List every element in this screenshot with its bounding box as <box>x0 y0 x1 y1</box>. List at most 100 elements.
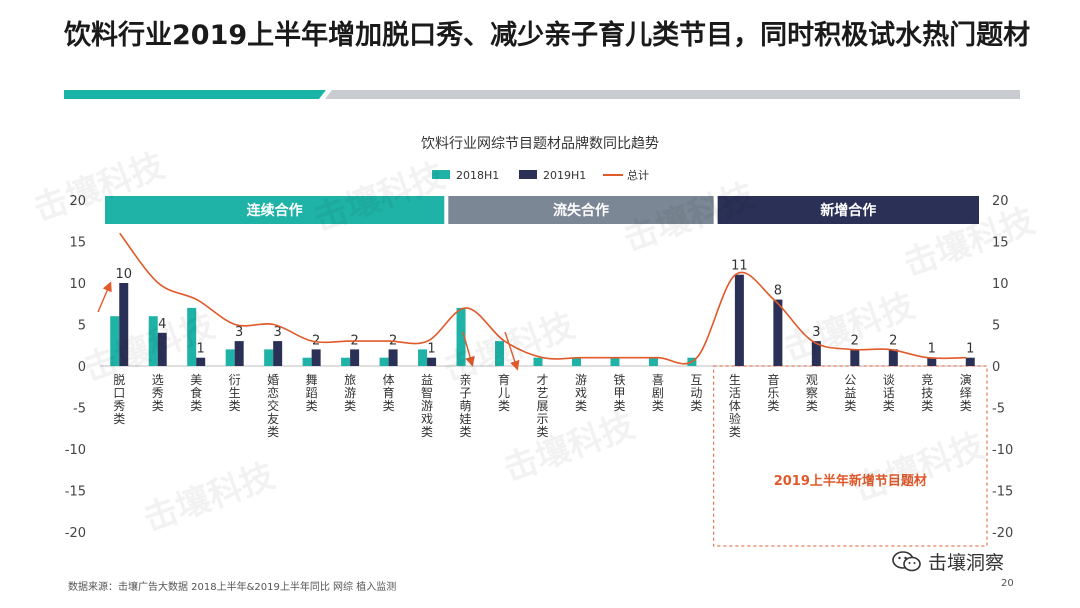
y-tick-left: -15 <box>65 485 86 500</box>
legend-swatch-2019h1 <box>519 170 537 179</box>
x-category-label: 生活体验类 <box>729 373 741 439</box>
bar-2019h1 <box>811 341 821 366</box>
group-band <box>448 196 714 224</box>
bar-2018h1 <box>533 357 543 366</box>
data-label-2019h1: 8 <box>774 284 782 299</box>
brand-logo: 击壤洞察 <box>892 548 1004 575</box>
y-tick-left: -5 <box>73 402 86 417</box>
x-category-label: 脱口秀类 <box>113 372 125 426</box>
x-category-label: 谈话类 <box>883 373 895 413</box>
bar-2019h1 <box>850 349 860 366</box>
y-tick-left: 5 <box>78 319 86 334</box>
x-category-label: 音乐类 <box>767 372 779 413</box>
bar-2018h1 <box>495 341 505 366</box>
group-band-label: 新增合作 <box>820 202 876 219</box>
y-tick-right: 5 <box>992 319 1000 334</box>
x-category-label: 才艺展示类 <box>536 373 548 439</box>
chart-title: 饮料行业网综节目题材品牌数同比趋势 <box>421 135 659 152</box>
down-arrow-indicator <box>462 331 475 367</box>
y-tick-left: -10 <box>65 443 86 458</box>
bar-2019h1 <box>157 332 167 366</box>
data-label-2019h1: 10 <box>115 267 132 282</box>
group-band <box>717 196 979 224</box>
down-arrow-indicator <box>504 331 520 371</box>
group-band <box>105 196 445 224</box>
y-tick-right: -10 <box>992 443 1013 458</box>
page-number: 20 <box>1001 578 1014 589</box>
page-title: 饮料行业2019上半年增加脱口秀、减少亲子育儿类节目，同时积极试水热门题材 <box>64 20 1031 51</box>
bar-2019h1 <box>773 299 783 366</box>
bar-2019h1 <box>234 341 244 366</box>
y-tick-left: 0 <box>78 360 86 375</box>
bar-2018h1 <box>648 357 658 366</box>
x-category-label: 游戏类 <box>575 373 587 413</box>
legend-label-total: 总计 <box>627 168 649 182</box>
data-label-2019h1: 3 <box>274 325 282 340</box>
x-category-label: 竞技类 <box>921 373 933 413</box>
x-category-label: 美食类 <box>190 373 202 413</box>
bar-2019h1 <box>311 349 321 366</box>
wechat-icon <box>892 550 921 571</box>
x-category-label: 旅游类 <box>344 373 356 413</box>
y-tick-right: -5 <box>992 402 1005 417</box>
bar-2019h1 <box>388 349 398 366</box>
bar-2018h1 <box>225 349 235 366</box>
bar-2019h1 <box>350 349 360 366</box>
data-label-2019h1: 1 <box>928 342 936 357</box>
bar-2018h1 <box>110 316 120 366</box>
bar-2019h1 <box>734 274 744 366</box>
bar-2018h1 <box>418 349 428 366</box>
y-tick-right: 15 <box>992 236 1009 251</box>
source-note: 数据来源：击壤广告大数据 2018上半年&2019上半年同比 网综 植入监测 <box>68 582 397 593</box>
y-tick-left: -20 <box>65 526 86 541</box>
group-band-label: 流失合作 <box>553 202 609 219</box>
up-arrow-indicator <box>97 281 112 313</box>
x-category-label: 亲子萌娃类 <box>460 373 472 439</box>
x-category-label: 婚恋交友类 <box>267 373 279 439</box>
x-category-label: 铁甲类 <box>613 373 625 413</box>
y-tick-right: 0 <box>992 360 1000 375</box>
bar-2018h1 <box>456 307 466 366</box>
bar-2018h1 <box>302 357 312 366</box>
bar-2019h1 <box>427 357 437 366</box>
y-tick-right: -20 <box>992 526 1013 541</box>
y-tick-left: 20 <box>69 194 86 209</box>
y-tick-left: 15 <box>69 236 86 251</box>
x-category-label: 育儿类 <box>498 372 510 413</box>
bar-2019h1 <box>888 349 898 366</box>
legend-label-2019h1: 2019H1 <box>543 169 586 182</box>
y-tick-left: 10 <box>69 277 86 292</box>
x-category-label: 体育类 <box>383 373 395 413</box>
data-label-2019h1: 11 <box>731 259 748 274</box>
brand-name: 击壤洞察 <box>928 552 1005 574</box>
bar-2018h1 <box>187 307 197 366</box>
data-label-2019h1: 2 <box>889 333 897 348</box>
x-category-label: 公益类 <box>844 373 856 413</box>
bar-2018h1 <box>264 349 274 366</box>
highlight-box <box>713 365 988 547</box>
series-line-total <box>119 232 967 365</box>
bar-2018h1 <box>610 357 620 366</box>
x-category-label: 益智游戏类 <box>421 373 433 439</box>
data-label-2019h1: 3 <box>812 325 820 340</box>
bar-2018h1 <box>379 357 389 366</box>
data-label-2019h1: 3 <box>235 325 243 340</box>
bar-2019h1 <box>965 357 975 366</box>
y-tick-right: 20 <box>992 194 1009 209</box>
bar-2019h1 <box>927 357 937 366</box>
highlight-box-label: 2019上半年新增节目题材 <box>774 473 927 489</box>
title-underline-bar <box>64 90 1020 99</box>
data-label-2019h1: 1 <box>966 342 974 357</box>
y-tick-right: 10 <box>992 277 1009 292</box>
bar-2018h1 <box>571 357 581 366</box>
x-category-label: 演绎类 <box>960 372 972 413</box>
x-category-label: 喜剧类 <box>652 373 664 413</box>
legend-swatch-2018h1 <box>432 170 450 179</box>
data-label-2019h1: 2 <box>312 333 320 348</box>
bar-2019h1 <box>119 283 129 366</box>
data-label-2019h1: 2 <box>851 333 859 348</box>
group-band-label: 连续合作 <box>247 202 303 219</box>
x-category-label: 互动类 <box>690 373 702 413</box>
bar-2019h1 <box>196 357 206 366</box>
